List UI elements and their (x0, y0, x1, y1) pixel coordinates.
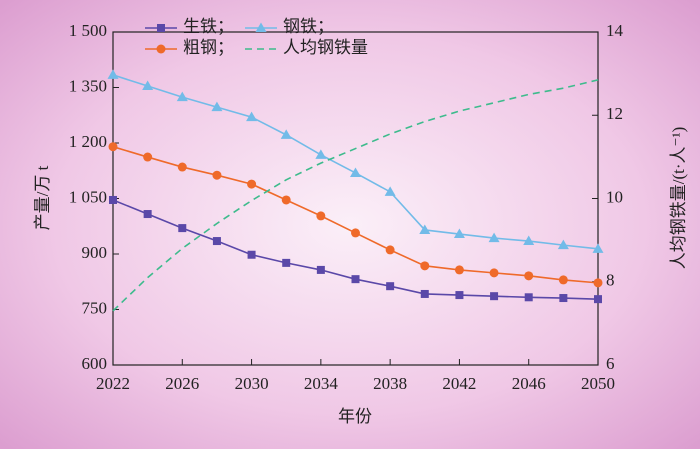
data-point (143, 210, 152, 219)
y2-tick-label: 6 (606, 354, 615, 373)
legend-marker (156, 44, 166, 54)
data-point (523, 235, 535, 246)
x-tick-label: 2030 (235, 374, 269, 393)
data-point (176, 91, 188, 102)
y-tick-label: 1 500 (69, 21, 107, 40)
data-point (282, 258, 291, 267)
data-point (489, 268, 499, 278)
y-tick-label: 1 050 (69, 187, 107, 206)
data-point (420, 289, 429, 298)
data-point (178, 224, 187, 233)
data-point (386, 282, 395, 291)
legend-label: 粗钢； (183, 38, 234, 57)
legend-label: 钢铁； (283, 17, 334, 36)
x-tick-label: 2034 (304, 374, 339, 393)
x-tick-label: 2050 (581, 374, 615, 393)
y2-tick-label: 14 (606, 21, 624, 40)
data-point (559, 294, 568, 303)
x-tick-label: 2046 (512, 374, 546, 393)
data-point (593, 278, 603, 288)
data-point (524, 271, 534, 281)
y-tick-label: 1 350 (69, 76, 107, 95)
x-axis-label: 年份 (338, 407, 372, 426)
data-point (143, 152, 153, 162)
data-point (384, 186, 396, 196)
data-point (592, 243, 604, 253)
data-point (247, 179, 257, 189)
legend-marker (255, 22, 267, 32)
x-tick-label: 2038 (373, 374, 407, 393)
data-point (453, 228, 465, 239)
y-tick-label: 900 (82, 243, 108, 262)
data-point (211, 101, 223, 112)
y-tick-label: 1 200 (69, 132, 107, 151)
data-point (142, 80, 154, 91)
data-point (107, 69, 119, 79)
data-point (557, 239, 569, 250)
legend-marker (157, 24, 165, 32)
data-point (490, 292, 499, 301)
y2-axis-label: 人均钢铁量/(t·人⁻¹) (669, 127, 688, 270)
legend-label: 人均钢铁量 (283, 38, 368, 57)
data-point (316, 211, 326, 221)
data-point (316, 265, 325, 274)
data-point (280, 129, 292, 139)
y-tick-label: 750 (82, 298, 108, 317)
data-point (281, 195, 291, 205)
y2-tick-label: 10 (606, 187, 623, 206)
y2-tick-label: 12 (606, 104, 623, 123)
data-point (350, 167, 361, 177)
data-point (524, 293, 533, 302)
data-point (420, 261, 430, 271)
data-point (455, 291, 464, 300)
data-point (419, 224, 431, 234)
data-point (351, 228, 360, 238)
data-point (454, 265, 464, 275)
y2-tick-label: 8 (606, 271, 615, 290)
data-point (212, 237, 221, 246)
data-point (247, 250, 256, 259)
x-tick-label: 2022 (96, 374, 130, 393)
data-point (246, 111, 258, 122)
y-tick-label: 600 (82, 354, 108, 373)
series-line (112, 79, 599, 312)
x-tick-label: 2026 (165, 374, 199, 393)
data-point (177, 162, 187, 172)
data-point (109, 195, 117, 204)
data-point (212, 170, 222, 180)
data-point (594, 295, 602, 304)
data-point (351, 275, 360, 284)
y-axis-label: 产量/万 t (33, 165, 52, 230)
data-point (385, 245, 395, 255)
data-point (558, 275, 568, 285)
data-point (488, 232, 500, 243)
data-point (315, 149, 327, 159)
data-point (108, 142, 118, 152)
x-tick-label: 2042 (442, 374, 476, 393)
legend-label: 生铁； (183, 17, 234, 36)
